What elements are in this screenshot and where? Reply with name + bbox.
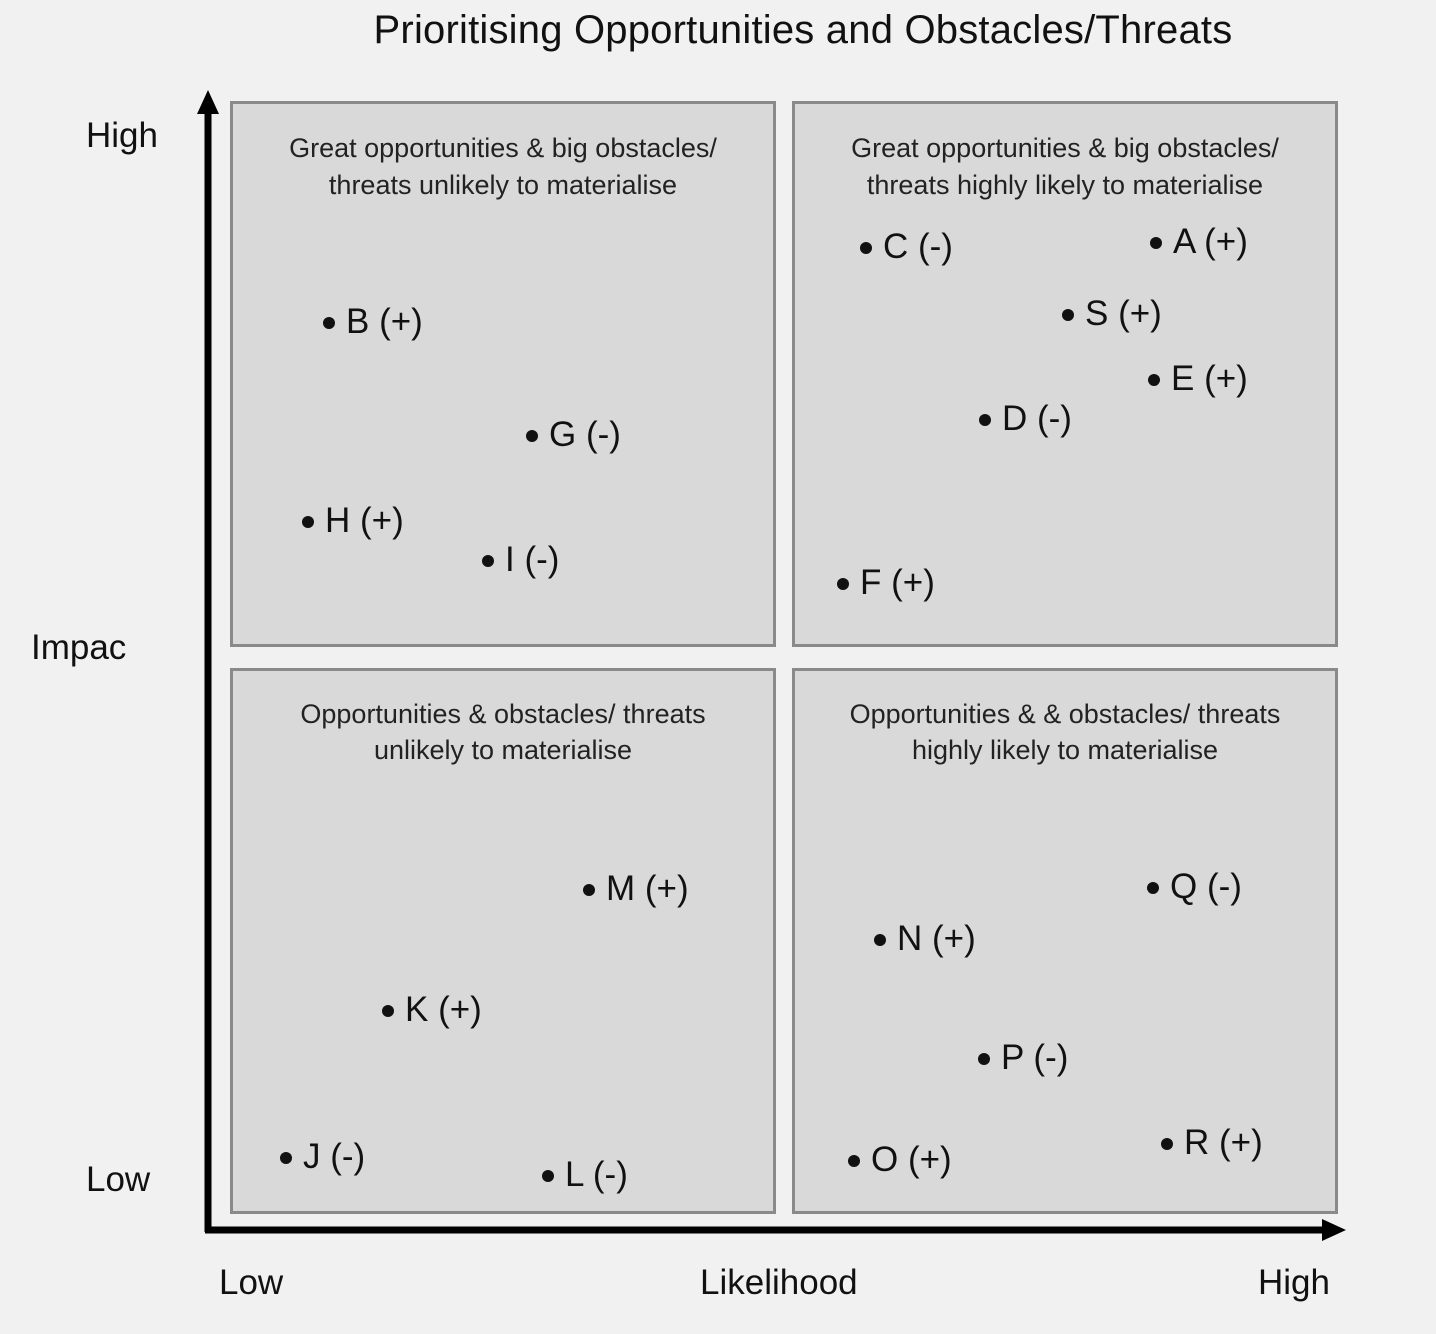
y-axis-low-label: Low bbox=[86, 1160, 151, 1199]
point-q-label: Q (-) bbox=[1170, 867, 1242, 906]
point-r-dot bbox=[1161, 1138, 1173, 1150]
x-axis-arrowhead bbox=[1322, 1219, 1346, 1241]
y-axis-title: Impac bbox=[31, 628, 127, 667]
chart-title: Prioritising Opportunities and Obstacles… bbox=[373, 8, 1233, 52]
point-k-label: K (+) bbox=[405, 990, 482, 1029]
x-axis-title: Likelihood bbox=[700, 1263, 858, 1302]
point-e-label: E (+) bbox=[1171, 359, 1248, 398]
point-d-dot bbox=[979, 414, 991, 426]
point-i-dot bbox=[482, 555, 494, 567]
point-c-label: C (-) bbox=[883, 227, 953, 266]
point-i-label: I (-) bbox=[505, 540, 560, 579]
point-l-dot bbox=[542, 1170, 554, 1182]
point-l-label: L (-) bbox=[565, 1155, 628, 1194]
quadrant-bottom-right: Opportunities & & obstacles/ threats hig… bbox=[792, 668, 1338, 1214]
quadrant-bottom-left-title: Opportunities & obstacles/ threats unlik… bbox=[300, 699, 706, 765]
point-f-dot bbox=[837, 578, 849, 590]
x-axis-high-label: High bbox=[1258, 1263, 1330, 1302]
quadrant-top-right: Great opportunities & big obstacles/ thr… bbox=[792, 101, 1338, 647]
point-o-label: O (+) bbox=[871, 1140, 952, 1179]
point-s-dot bbox=[1062, 309, 1074, 321]
point-b-label: B (+) bbox=[346, 302, 423, 341]
point-h-label: H (+) bbox=[325, 501, 404, 540]
point-d-label: D (-) bbox=[1002, 399, 1072, 438]
point-j-dot bbox=[280, 1152, 292, 1164]
point-p-label: P (-) bbox=[1001, 1038, 1069, 1077]
point-b-dot bbox=[323, 317, 335, 329]
point-j-label: J (-) bbox=[303, 1137, 366, 1176]
point-n-label: N (+) bbox=[897, 919, 976, 958]
point-p-dot bbox=[978, 1053, 990, 1065]
point-k-dot bbox=[382, 1005, 394, 1017]
point-a-dot bbox=[1150, 237, 1162, 249]
point-g-label: G (-) bbox=[549, 415, 621, 454]
point-h-dot bbox=[302, 516, 314, 528]
quadrant-bottom-right-title: Opportunities & & obstacles/ threats hig… bbox=[849, 699, 1281, 765]
quadrant-bottom-left: Opportunities & obstacles/ threats unlik… bbox=[230, 668, 776, 1214]
point-m-dot bbox=[583, 884, 595, 896]
x-axis-low-label: Low bbox=[219, 1263, 284, 1302]
quadrant-top-left: Great opportunities & big obstacles/ thr… bbox=[230, 101, 776, 647]
y-axis-arrowhead bbox=[197, 90, 219, 114]
point-r-label: R (+) bbox=[1184, 1123, 1263, 1162]
point-e-dot bbox=[1148, 374, 1160, 386]
point-g-dot bbox=[526, 430, 538, 442]
y-axis-high-label: High bbox=[86, 116, 158, 155]
point-a-label: A (+) bbox=[1173, 222, 1248, 261]
point-o-dot bbox=[848, 1155, 860, 1167]
quadrant-top-left-title: Great opportunities & big obstacles/ thr… bbox=[289, 133, 717, 200]
point-f-label: F (+) bbox=[860, 563, 935, 602]
quadrant-top-right-title: Great opportunities & big obstacles/ thr… bbox=[851, 133, 1279, 200]
point-q-dot bbox=[1147, 882, 1159, 894]
point-m-label: M (+) bbox=[606, 869, 689, 908]
point-n-dot bbox=[874, 934, 886, 946]
point-c-dot bbox=[860, 242, 872, 254]
point-s-label: S (+) bbox=[1085, 294, 1162, 333]
